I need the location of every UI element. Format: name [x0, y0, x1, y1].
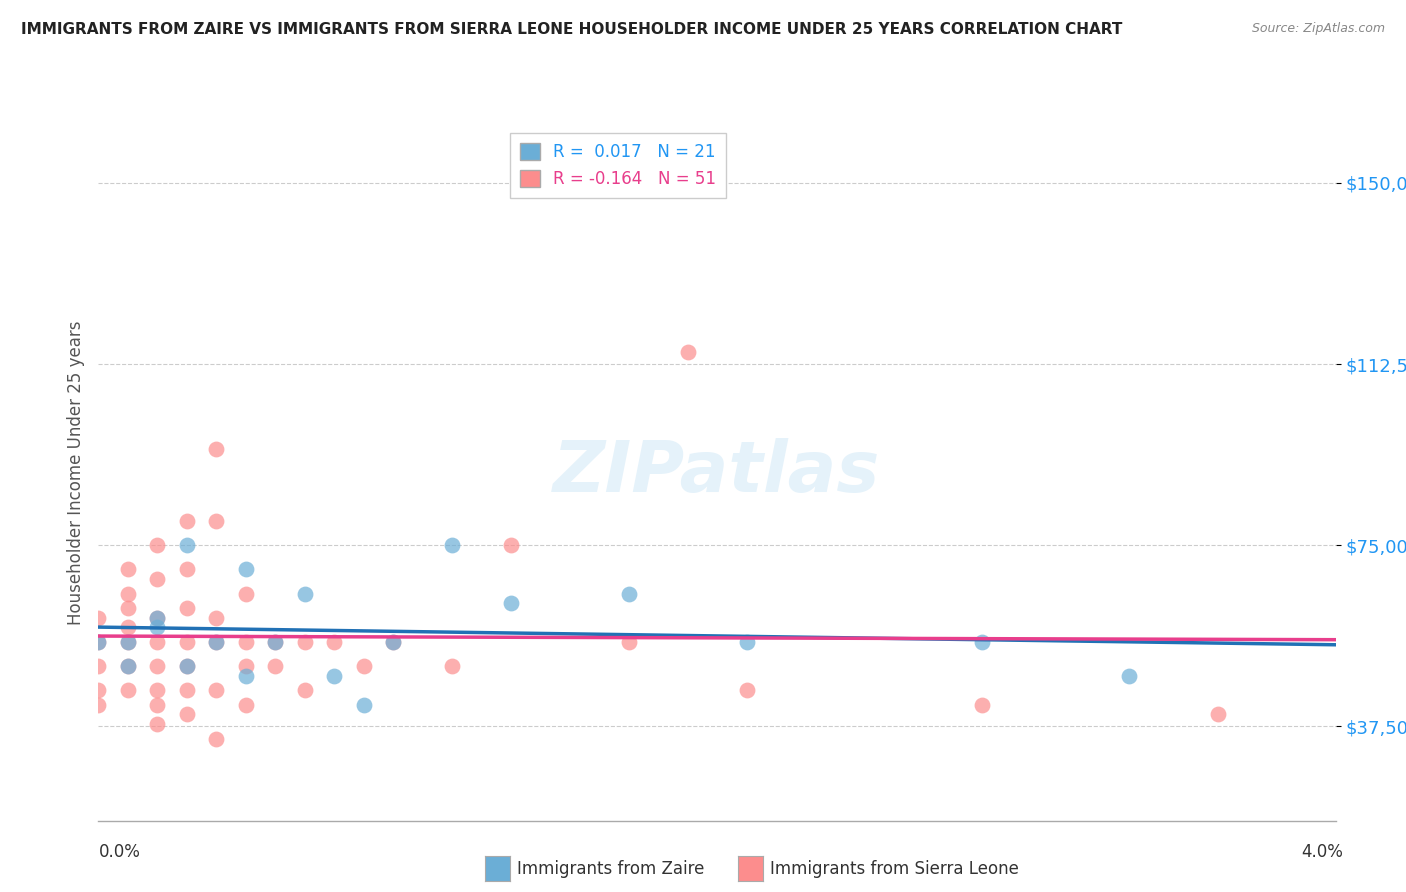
Point [146, 683, 169, 698]
Point [294, 586, 316, 600]
Point [205, 731, 228, 746]
Point [323, 635, 346, 649]
Point [735, 683, 758, 698]
Point [117, 635, 139, 649]
Point [353, 698, 375, 712]
Y-axis label: Householder Income Under 25 years: Householder Income Under 25 years [66, 320, 84, 625]
Text: ZIPatlas: ZIPatlas [554, 438, 880, 508]
Point [87, 635, 110, 649]
Point [735, 635, 758, 649]
Point [205, 611, 228, 625]
Point [235, 635, 257, 649]
Point [235, 562, 257, 576]
Point [205, 514, 228, 528]
Point [264, 635, 287, 649]
Point [87, 659, 110, 673]
Text: Immigrants from Zaire: Immigrants from Zaire [517, 860, 704, 878]
Point [87, 611, 110, 625]
Point [117, 683, 139, 698]
Point [176, 659, 198, 673]
Point [117, 562, 139, 576]
Point [146, 698, 169, 712]
Point [146, 635, 169, 649]
Point [972, 698, 994, 712]
Point [235, 586, 257, 600]
Point [176, 659, 198, 673]
Point [117, 620, 139, 634]
Point [176, 538, 198, 552]
Point [117, 659, 139, 673]
Point [294, 635, 316, 649]
Point [176, 707, 198, 722]
Point [117, 586, 139, 600]
Point [264, 635, 287, 649]
Point [146, 659, 169, 673]
Point [205, 635, 228, 649]
Point [1118, 669, 1140, 683]
Point [146, 572, 169, 586]
Point [617, 586, 640, 600]
Point [176, 562, 198, 576]
Point [235, 669, 257, 683]
Point [176, 683, 198, 698]
Point [205, 442, 228, 456]
Point [972, 635, 994, 649]
Text: IMMIGRANTS FROM ZAIRE VS IMMIGRANTS FROM SIERRA LEONE HOUSEHOLDER INCOME UNDER 2: IMMIGRANTS FROM ZAIRE VS IMMIGRANTS FROM… [21, 22, 1122, 37]
Point [617, 635, 640, 649]
Point [117, 601, 139, 615]
Point [499, 538, 522, 552]
Point [235, 659, 257, 673]
Point [176, 635, 198, 649]
Legend: R =  0.017   N = 21, R = -0.164   N = 51: R = 0.017 N = 21, R = -0.164 N = 51 [510, 133, 727, 198]
Point [499, 596, 522, 610]
Text: 0.0%: 0.0% [98, 843, 141, 861]
Point [440, 538, 463, 552]
Point [1206, 707, 1229, 722]
Point [382, 635, 405, 649]
Point [294, 683, 316, 698]
Point [87, 683, 110, 698]
Point [353, 659, 375, 673]
Point [146, 611, 169, 625]
Point [146, 611, 169, 625]
Point [323, 669, 346, 683]
Point [676, 345, 699, 359]
Point [440, 659, 463, 673]
Point [117, 635, 139, 649]
Point [205, 635, 228, 649]
Point [235, 698, 257, 712]
Point [87, 698, 110, 712]
Point [146, 717, 169, 731]
Point [87, 635, 110, 649]
Point [205, 683, 228, 698]
Point [146, 538, 169, 552]
Point [176, 514, 198, 528]
Point [146, 620, 169, 634]
Text: Immigrants from Sierra Leone: Immigrants from Sierra Leone [770, 860, 1019, 878]
Point [117, 659, 139, 673]
Point [176, 601, 198, 615]
Text: 4.0%: 4.0% [1301, 843, 1343, 861]
Point [264, 659, 287, 673]
Point [382, 635, 405, 649]
Text: Source: ZipAtlas.com: Source: ZipAtlas.com [1251, 22, 1385, 36]
